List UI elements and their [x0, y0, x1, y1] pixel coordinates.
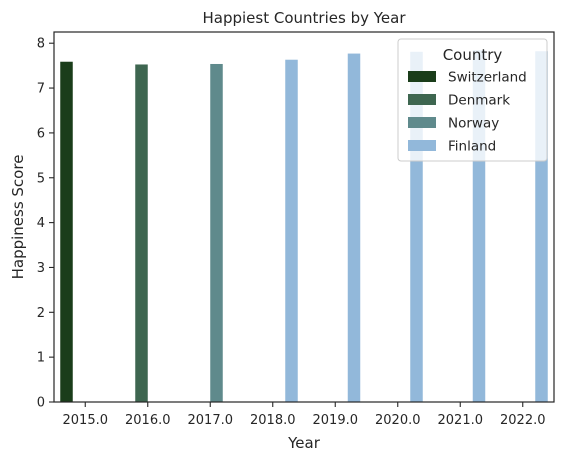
y-tick-label: 8 — [37, 37, 45, 52]
x-tick-label: 2016.0 — [125, 413, 171, 428]
y-tick-label: 4 — [37, 216, 45, 231]
legend-label-switzerland: Switzerland — [448, 70, 527, 86]
x-tick-label: 2021.0 — [438, 413, 484, 428]
chart-title: Happiest Countries by Year — [203, 9, 407, 27]
x-tick-label: 2015.0 — [63, 413, 109, 428]
y-tick-label: 1 — [37, 351, 45, 366]
x-axis: 2015.0 2016.0 2017.0 2018.0 2019.0 2020.0 2021… — [63, 402, 546, 428]
y-tick-label: 3 — [37, 261, 45, 276]
legend-swatch-denmark — [408, 94, 436, 105]
y-tick-label: 2 — [37, 306, 45, 321]
plot-frame — [53, 31, 555, 403]
legend-title: Country — [443, 46, 503, 64]
bar-switzerland-0 — [60, 61, 73, 402]
bar-finland-3 — [285, 59, 298, 402]
legend-swatch-norway — [408, 117, 436, 128]
legend: Country Switzerland Denmark Norway Finland — [397, 38, 548, 162]
y-tick-label: 6 — [37, 126, 45, 141]
y-axis-label: Happiness Score — [9, 155, 27, 280]
x-tick-label: 2022.0 — [500, 413, 546, 428]
legend-swatch-finland — [408, 140, 436, 151]
bar-finland-4 — [347, 53, 361, 402]
legend-label-norway: Norway — [448, 116, 499, 132]
x-axis-label: Year — [287, 434, 321, 452]
bar-denmark-1 — [135, 64, 148, 402]
y-tick-label: 0 — [37, 396, 45, 411]
legend-label-denmark: Denmark — [448, 93, 510, 109]
y-tick-label: 5 — [37, 171, 45, 186]
bar-norway-2 — [210, 63, 223, 402]
legend-swatch-switzerland — [408, 71, 436, 82]
x-tick-label: 2018.0 — [250, 413, 296, 428]
x-tick-label: 2017.0 — [188, 413, 234, 428]
legend-box — [397, 38, 548, 162]
y-axis: 0 1 2 3 4 5 6 7 8 — [37, 37, 54, 411]
y-tick-label: 7 — [37, 82, 45, 97]
legend-label-finland: Finland — [448, 139, 496, 155]
x-tick-label: 2019.0 — [313, 413, 359, 428]
x-tick-label: 2020.0 — [375, 413, 421, 428]
